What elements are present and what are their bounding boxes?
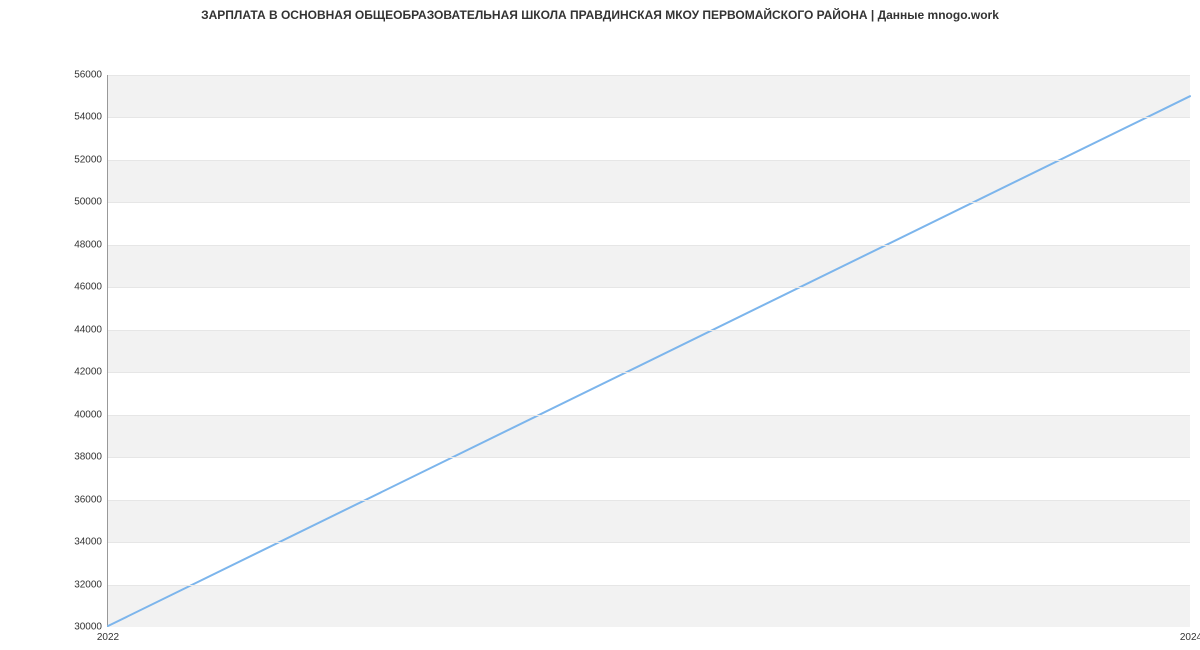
y-tick-label: 50000 (74, 197, 108, 208)
y-gridline (108, 75, 1190, 76)
x-tick-label: 2024 (1180, 626, 1200, 643)
y-tick-label: 34000 (74, 537, 108, 548)
y-gridline (108, 457, 1190, 458)
y-gridline (108, 330, 1190, 331)
y-tick-label: 54000 (74, 112, 108, 123)
y-tick-label: 56000 (74, 70, 108, 81)
y-gridline (108, 372, 1190, 373)
chart-title: ЗАРПЛАТА В ОСНОВНАЯ ОБЩЕОБРАЗОВАТЕЛЬНАЯ … (0, 0, 1200, 22)
y-tick-label: 44000 (74, 324, 108, 335)
y-tick-label: 40000 (74, 409, 108, 420)
y-tick-label: 46000 (74, 282, 108, 293)
plot-area: 3000032000340003600038000400004200044000… (107, 75, 1190, 627)
y-tick-label: 36000 (74, 494, 108, 505)
y-gridline (108, 202, 1190, 203)
y-tick-label: 48000 (74, 239, 108, 250)
y-gridline (108, 415, 1190, 416)
series-line (108, 96, 1190, 626)
y-gridline (108, 117, 1190, 118)
y-gridline (108, 500, 1190, 501)
y-gridline (108, 287, 1190, 288)
y-tick-label: 32000 (74, 579, 108, 590)
line-layer (108, 75, 1190, 626)
y-gridline (108, 160, 1190, 161)
y-tick-label: 42000 (74, 367, 108, 378)
x-tick-label: 2022 (97, 626, 119, 643)
y-tick-label: 38000 (74, 452, 108, 463)
y-tick-label: 52000 (74, 154, 108, 165)
y-gridline (108, 245, 1190, 246)
y-gridline (108, 542, 1190, 543)
y-gridline (108, 585, 1190, 586)
